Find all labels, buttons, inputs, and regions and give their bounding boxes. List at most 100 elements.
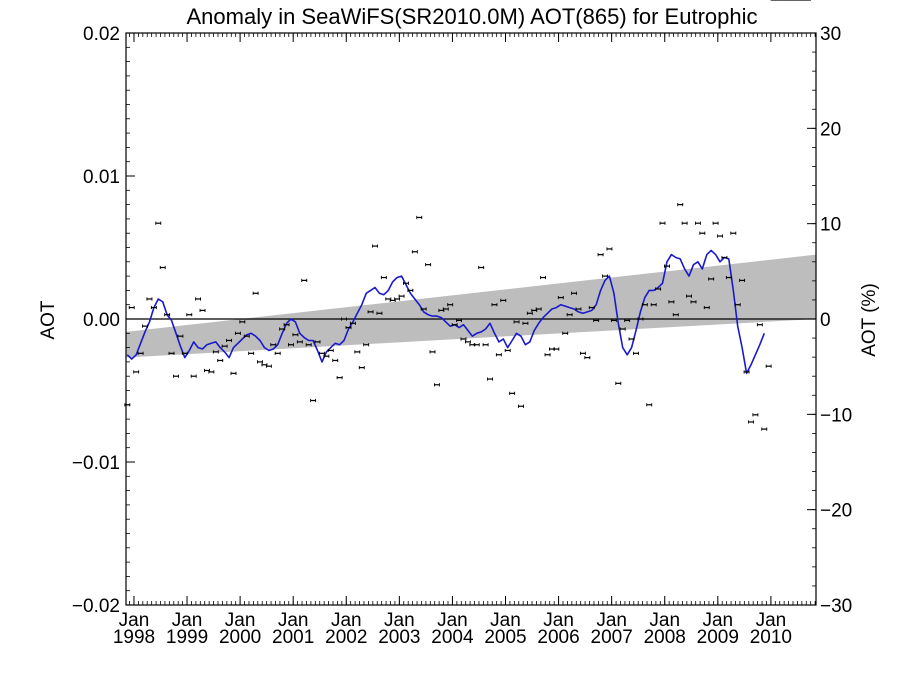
data-point xyxy=(319,351,325,355)
data-point xyxy=(619,327,626,331)
data-point xyxy=(526,311,533,315)
data-point xyxy=(208,370,215,374)
data-point xyxy=(159,265,166,270)
x-tick-label-year: 2007 xyxy=(591,627,633,648)
data-point xyxy=(482,343,489,347)
x-tick-label-year: 1998 xyxy=(113,627,155,648)
data-point xyxy=(690,300,697,304)
y-tick-label-right: −10 xyxy=(820,405,852,426)
x-tick-label-month: Jan xyxy=(543,610,574,631)
y-tick-label-left: −0.01 xyxy=(72,453,120,474)
data-point xyxy=(566,313,573,317)
data-point xyxy=(664,264,670,268)
data-point xyxy=(354,350,361,354)
data-point xyxy=(230,371,237,375)
data-point xyxy=(478,265,485,270)
data-point xyxy=(177,334,184,338)
data-point xyxy=(575,307,582,311)
data-point xyxy=(372,244,378,248)
trend-band-layer xyxy=(126,254,816,358)
data-point xyxy=(584,356,591,360)
data-point xyxy=(610,318,617,323)
data-point xyxy=(677,203,684,207)
y-tick-label-left: 0.01 xyxy=(83,167,120,188)
data-point xyxy=(336,376,343,380)
chart-title: Anomaly in SeaWiFS(SR2010.0M) AOT(865) f… xyxy=(186,4,757,29)
data-point xyxy=(358,366,365,370)
data-point xyxy=(128,305,135,310)
data-point xyxy=(743,370,750,374)
data-point xyxy=(571,291,578,295)
data-point xyxy=(752,413,759,417)
data-point xyxy=(363,343,370,347)
data-point xyxy=(557,295,564,300)
data-point xyxy=(142,324,148,328)
data-point xyxy=(380,275,387,280)
data-point xyxy=(226,338,233,343)
x-tick-label-month: Jan xyxy=(225,610,256,631)
data-point xyxy=(456,318,463,323)
data-point xyxy=(464,340,471,344)
trend-band xyxy=(126,254,816,358)
data-point xyxy=(593,318,600,323)
data-point xyxy=(442,307,449,311)
y-tick-label-right: −30 xyxy=(820,596,852,617)
data-point xyxy=(579,351,586,355)
data-point xyxy=(540,275,547,280)
data-point xyxy=(349,321,356,325)
data-point xyxy=(296,340,303,344)
y-tick-label-right: 0 xyxy=(820,310,831,331)
data-points-layer xyxy=(124,0,811,431)
data-point xyxy=(637,317,644,321)
data-point xyxy=(717,234,723,238)
data-point xyxy=(323,354,330,358)
data-point xyxy=(553,347,560,351)
x-tick-label-month: Jan xyxy=(490,610,521,631)
data-point xyxy=(164,313,171,317)
data-point xyxy=(504,348,511,353)
data-point xyxy=(279,327,286,331)
data-point xyxy=(447,303,454,307)
data-point xyxy=(265,364,272,368)
data-point xyxy=(429,350,436,354)
data-point xyxy=(195,297,202,301)
data-point xyxy=(243,334,250,338)
data-point xyxy=(212,350,219,354)
y-tick-label-right: 30 xyxy=(820,24,841,45)
x-tick-label-year: 2000 xyxy=(219,627,261,648)
data-point xyxy=(712,221,719,225)
data-point xyxy=(765,364,772,368)
data-point xyxy=(433,383,440,387)
data-point xyxy=(270,343,277,347)
y-axis-title-right: AOT (%) xyxy=(859,283,880,357)
data-point xyxy=(403,281,409,285)
data-point xyxy=(588,305,595,310)
x-tick-label-year: 1999 xyxy=(166,627,208,648)
data-point xyxy=(345,325,352,330)
data-point xyxy=(190,374,197,378)
data-point xyxy=(460,337,467,341)
data-point xyxy=(650,303,657,307)
data-point xyxy=(761,427,768,431)
x-tick-label-year: 2009 xyxy=(697,627,739,648)
data-point xyxy=(150,305,157,310)
data-point xyxy=(257,360,263,364)
y-tick-label-left: 0.02 xyxy=(83,24,120,45)
data-point xyxy=(292,333,299,337)
x-tick-label-year: 2003 xyxy=(378,627,420,648)
data-point xyxy=(173,374,179,378)
data-point xyxy=(327,348,334,353)
data-point xyxy=(376,311,383,315)
data-point xyxy=(708,277,715,281)
data-point xyxy=(544,353,551,357)
data-point xyxy=(681,221,688,225)
data-point xyxy=(672,313,679,317)
y-tick-label-right: −20 xyxy=(820,501,852,522)
x-tick-label-year: 2010 xyxy=(750,627,792,648)
x-tick-label-month: Jan xyxy=(756,610,787,631)
x-tick-label-month: Jan xyxy=(702,610,733,631)
data-point xyxy=(398,294,405,298)
data-point xyxy=(535,307,542,311)
data-point xyxy=(473,343,480,347)
y-tick-label-left: 0.00 xyxy=(83,310,120,331)
